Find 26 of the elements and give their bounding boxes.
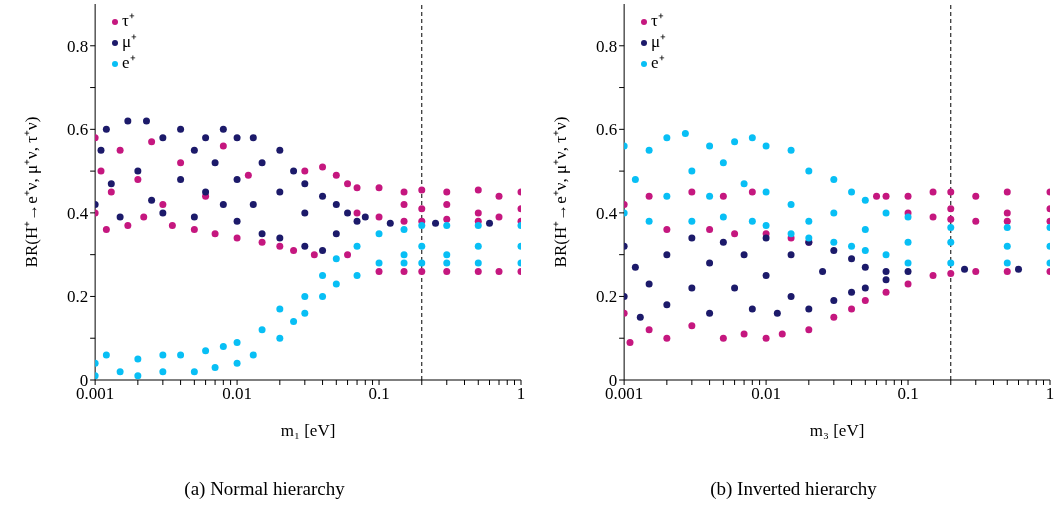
x-tick-label: 0.01 [751,384,781,404]
x-axis-title: m₁ [eV] [280,421,336,440]
y-tick-label: 0.6 [595,120,618,140]
legend-label: τ⁺ [651,11,664,30]
y-tick-label: 0.4 [66,203,89,223]
legend-label: τ⁺ [122,11,135,30]
text: (b) Inverted hierarchy [709,478,878,500]
legend-label: μ⁺ [651,32,667,51]
y-tick-label: 0.6 [66,120,89,140]
y-tick-label: 0.2 [595,287,618,307]
y-tick-label: 0.4 [595,203,618,223]
y-tick-label: 0.8 [595,36,618,56]
legend-label: e⁺ [122,53,136,72]
x-axis-title: m₃ [eV] [809,421,865,440]
legend-label: μ⁺ [122,32,138,51]
x-tick-label: 0.1 [897,384,919,404]
y-tick-label: 0.2 [66,287,89,307]
legend-label: e⁺ [651,53,665,72]
text: (a) Normal hierarchy [183,478,346,500]
y-axis-title: BR(H⁺→e⁺ν, μ⁺ν, τ⁺ν) [551,116,571,268]
x-tick-label: 0.01 [222,384,252,404]
y-axis-title: BR(H⁺→e⁺ν, μ⁺ν, τ⁺ν) [22,116,42,268]
x-tick-label: 1 [516,384,526,404]
x-tick-label: 1 [1045,384,1055,404]
x-tick-label: 0.1 [368,384,390,404]
y-tick-label: 0.8 [66,36,89,56]
